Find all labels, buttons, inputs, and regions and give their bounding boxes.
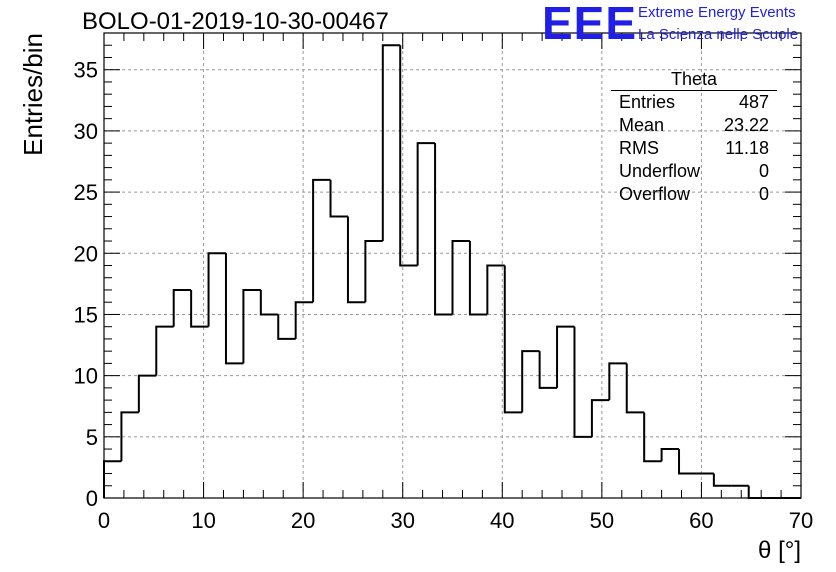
stats-row-underflow: Underflow 0 bbox=[611, 160, 777, 183]
histogram-bin bbox=[172, 288, 192, 327]
x-tick-label: 50 bbox=[590, 508, 614, 533]
eee-logo: EEE bbox=[542, 0, 638, 49]
histogram-bin bbox=[120, 411, 139, 462]
stats-row-overflow: Overflow 0 bbox=[611, 183, 777, 206]
histogram-bin bbox=[155, 325, 174, 376]
y-tick-label: 35 bbox=[74, 58, 98, 83]
histogram-bin bbox=[242, 288, 261, 364]
run-title: BOLO-01-2019-10-30-00467 bbox=[82, 8, 389, 35]
histogram-bin bbox=[434, 143, 453, 316]
histogram-bin bbox=[573, 326, 592, 438]
histogram-bin bbox=[294, 301, 314, 339]
histogram-bin bbox=[103, 460, 122, 498]
histogram-bin bbox=[224, 253, 244, 365]
y-tick-label: 5 bbox=[86, 425, 98, 450]
histogram-bin bbox=[660, 448, 680, 462]
stats-row-rms: RMS 11.18 bbox=[611, 137, 777, 160]
histogram-bin bbox=[538, 351, 558, 389]
stats-label: Mean bbox=[619, 115, 665, 135]
histogram-bin bbox=[277, 314, 296, 340]
x-axis-label: θ [°] bbox=[758, 537, 801, 564]
stats-title: Theta bbox=[611, 68, 777, 91]
stats-value: 0 bbox=[758, 161, 769, 181]
stats-value: 23.22 bbox=[723, 115, 769, 135]
x-tick-label: 30 bbox=[390, 508, 414, 533]
x-tick-label: 20 bbox=[291, 508, 315, 533]
stats-row-entries: Entries 487 bbox=[611, 91, 777, 114]
logo-line-1: Extreme Energy Events bbox=[638, 4, 796, 21]
stats-label: Entries bbox=[619, 92, 676, 112]
histogram-bin bbox=[486, 264, 505, 315]
y-tick-label: 20 bbox=[74, 241, 98, 266]
histogram-bin bbox=[712, 473, 732, 487]
logo-line-2: La Scienza nelle Scuole bbox=[638, 26, 799, 43]
histogram-bin bbox=[259, 289, 279, 316]
stats-box: Theta Entries 487 Mean 23.22 RMS 11.18 U… bbox=[611, 68, 777, 206]
y-tick-label: 15 bbox=[74, 302, 98, 327]
histogram-bin bbox=[747, 485, 767, 499]
histogram-bin bbox=[312, 178, 331, 303]
y-tick-label: 25 bbox=[74, 180, 98, 205]
x-tick-label: 0 bbox=[98, 508, 110, 533]
stats-label: RMS bbox=[619, 138, 659, 158]
x-tick-label: 60 bbox=[689, 508, 713, 533]
y-axis-label: Entries/bin bbox=[18, 33, 48, 156]
x-tick-label: 10 bbox=[191, 508, 215, 533]
histogram-bin bbox=[207, 252, 226, 327]
histogram-bin bbox=[137, 374, 157, 413]
histogram-bin bbox=[190, 289, 209, 328]
histogram-bin bbox=[468, 241, 488, 316]
histogram-bin bbox=[556, 325, 575, 388]
histogram-bin bbox=[329, 179, 348, 218]
stats-label: Overflow bbox=[619, 184, 691, 204]
histogram-bin bbox=[590, 399, 610, 437]
x-tick-label: 40 bbox=[490, 508, 514, 533]
histogram-bin bbox=[416, 142, 436, 266]
histogram-bin bbox=[678, 449, 697, 475]
histogram-bin bbox=[399, 45, 418, 267]
histogram-bin bbox=[381, 44, 401, 242]
histogram-bin bbox=[364, 240, 383, 303]
histogram-bin bbox=[625, 363, 645, 414]
stats-value: 487 bbox=[738, 92, 769, 112]
histogram-bin bbox=[521, 350, 540, 413]
stats-label: Underflow bbox=[619, 161, 701, 181]
histogram-bin bbox=[503, 265, 523, 414]
y-tick-label: 0 bbox=[86, 486, 98, 511]
stats-value: 11.18 bbox=[725, 138, 769, 158]
stats-value: 0 bbox=[758, 184, 769, 204]
histogram-bin bbox=[643, 412, 662, 463]
histogram-bin bbox=[451, 240, 470, 315]
y-tick-label: 10 bbox=[74, 364, 98, 389]
x-tick-label: 70 bbox=[789, 508, 813, 533]
histogram-bin bbox=[346, 216, 366, 304]
histogram-bin bbox=[608, 362, 627, 401]
stats-row-mean: Mean 23.22 bbox=[611, 114, 777, 137]
y-tick-label: 30 bbox=[74, 119, 98, 144]
